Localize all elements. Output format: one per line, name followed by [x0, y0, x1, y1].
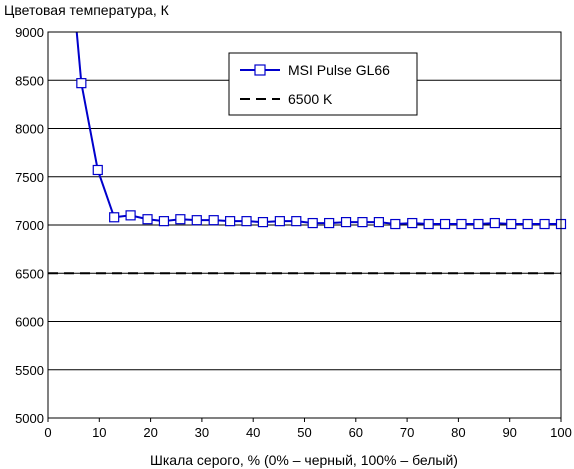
y-axis-label: Цветовая температура, К [4, 2, 170, 18]
series-msi-point [307, 217, 318, 229]
series-msi-point [473, 218, 484, 230]
x-tick-label: 20 [143, 425, 157, 440]
y-tick-label: 7000 [15, 218, 44, 233]
series-msi-point [142, 214, 153, 225]
y-tick-label: 9000 [15, 25, 44, 40]
x-tick-label: 60 [349, 425, 363, 440]
series-msi-point [125, 210, 136, 221]
series-msi-point [241, 216, 252, 227]
y-tick-label: 7500 [15, 170, 44, 185]
y-tick-label: 8500 [15, 73, 44, 88]
y-tick-label: 8000 [15, 122, 44, 137]
series-msi-point [506, 218, 517, 230]
series-msi-point [208, 215, 219, 226]
series-msi-point [225, 216, 236, 227]
legend-marker-msi [254, 64, 266, 76]
series-msi-point [76, 78, 87, 89]
tick-labels: 5000 5500 6000 6500 7000 7500 8000 8500 9000 0 10 2… [15, 25, 572, 440]
x-tick-label: 40 [246, 425, 260, 440]
x-tick-label: 50 [297, 425, 311, 440]
series-msi-point [357, 217, 368, 228]
series-msi-point [92, 164, 103, 176]
series-msi-point [439, 218, 451, 230]
x-tick-label: 100 [550, 425, 572, 440]
series-msi-point [274, 216, 285, 227]
series-msi-point [489, 217, 500, 229]
x-tick-label: 80 [451, 425, 465, 440]
x-tick-label: 30 [195, 425, 209, 440]
series-msi-point [407, 217, 418, 229]
series-msi-point [324, 217, 335, 229]
series-msi-point [291, 216, 302, 227]
legend-label-msi: MSI Pulse GL66 [288, 62, 390, 78]
y-tick-label: 6000 [15, 315, 44, 330]
series-msi-point [175, 214, 186, 225]
series-msi-point [340, 217, 352, 228]
series-msi-point [109, 212, 120, 223]
legend-box [228, 52, 418, 116]
series-msi-point [191, 215, 202, 226]
x-tick-label: 90 [502, 425, 516, 440]
series-msi-point [522, 218, 533, 230]
series-msi-point [257, 217, 269, 228]
x-tick-label: 0 [44, 425, 51, 440]
series-msi-point [539, 218, 550, 230]
series-msi-point [456, 218, 467, 230]
series-msi-point [373, 217, 384, 228]
x-axis-label: Шкала серого, % (0% – черный, 100% – бел… [150, 452, 458, 468]
series-msi-point [423, 218, 434, 230]
y-tick-label: 6500 [15, 266, 44, 281]
x-tick-label: 70 [400, 425, 414, 440]
series-msi-point [158, 216, 170, 227]
y-tick-label: 5500 [15, 363, 44, 378]
y-tick-label: 5000 [15, 411, 44, 426]
series-msi-point [390, 218, 401, 230]
legend: MSI Pulse GL66 6500 K [228, 52, 418, 116]
x-tick-label: 10 [92, 425, 106, 440]
legend-label-6500k: 6500 K [288, 91, 333, 107]
